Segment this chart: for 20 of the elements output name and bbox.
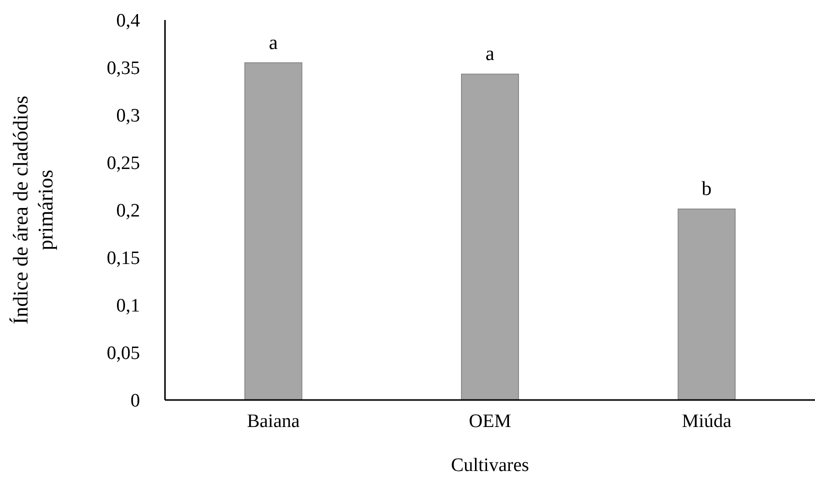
y-tick-label: 0,05 — [106, 343, 140, 364]
x-tick-label: Baiana — [246, 411, 300, 432]
y-tick-label: 0,2 — [116, 200, 140, 222]
bar — [678, 208, 736, 400]
x-tick-label: OEM — [468, 411, 512, 432]
annotation: b — [702, 178, 712, 200]
bar — [461, 74, 519, 400]
y-tick-label: 0,15 — [106, 248, 140, 270]
y-axis-title: Índice de área de cladódios primários — [8, 96, 58, 324]
y-tick-label: 0,1 — [116, 296, 140, 317]
x-tick-label: Miúda — [682, 411, 732, 432]
annotation: a — [486, 43, 495, 66]
y-tick-label: 0,25 — [106, 153, 140, 174]
y-tick-label: 0 — [130, 390, 140, 412]
y-tick-label: 0,35 — [106, 58, 140, 80]
annotation: a — [268, 32, 278, 54]
bar — [244, 62, 302, 400]
y-tick-label: 0,4 — [116, 10, 140, 32]
y-tick-label: 0,3 — [116, 106, 140, 127]
x-axis-title: Cultivares — [450, 455, 530, 476]
